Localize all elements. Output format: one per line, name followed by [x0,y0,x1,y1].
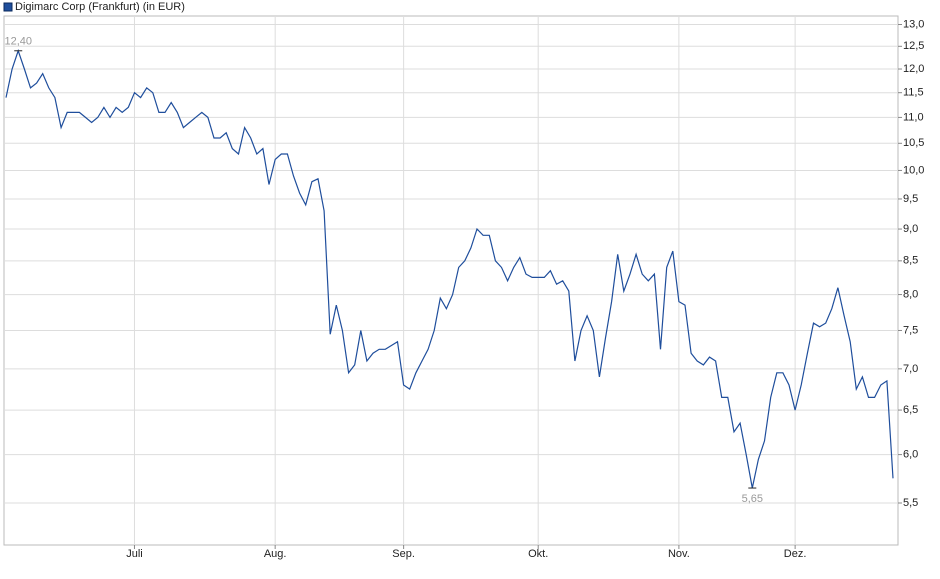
y-tick-label: 6,5 [903,404,918,416]
y-tick-label: 12,0 [903,63,924,75]
legend-swatch [3,2,13,12]
y-tick-label: 10,0 [903,164,924,176]
y-tick-label: 12,5 [903,40,924,52]
x-tick-label: Aug. [264,548,287,560]
y-tick-label: 7,5 [903,324,918,336]
x-tick-label: Dez. [784,548,807,560]
legend-label: Digimarc Corp (Frankfurt) (in EUR) [15,1,185,13]
y-tick-label: 10,5 [903,137,924,149]
y-tick-label: 5,5 [903,497,918,509]
plot-area [3,15,899,546]
price-line [5,48,894,489]
value-label: 5,65 [742,493,763,505]
y-tick-label: 6,0 [903,449,918,461]
y-tick-label: 13,0 [903,18,924,30]
y-tick-label: 8,0 [903,288,918,300]
x-tick-label: Nov. [668,548,690,560]
x-tick-label: Sep. [392,548,415,560]
y-tick-label: 11,5 [903,87,924,99]
x-tick-label: Okt. [528,548,548,560]
value-label: 12,40 [4,36,32,48]
y-tick-label: 7,0 [903,363,918,375]
y-tick-label: 9,5 [903,193,918,205]
y-tick-label: 8,5 [903,255,918,267]
y-tick-label: 9,0 [903,223,918,235]
y-tick-label: 11,0 [903,111,924,123]
x-tick-label: Juli [126,548,143,560]
